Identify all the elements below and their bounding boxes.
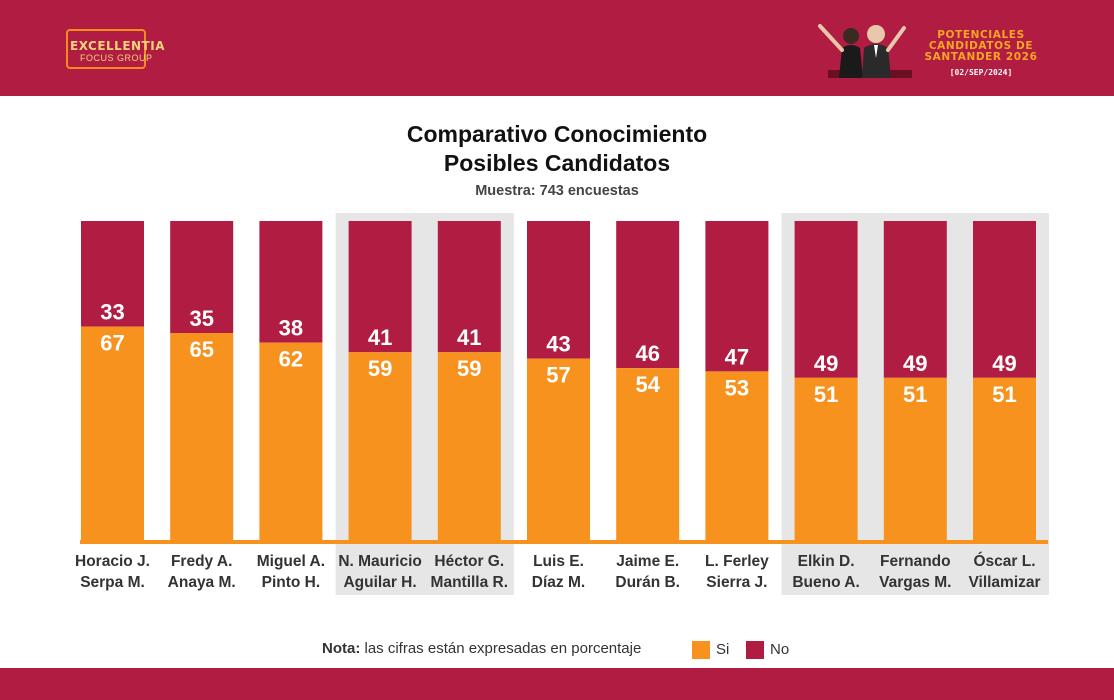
category-label: Villamizar bbox=[968, 574, 1040, 591]
bar-si bbox=[973, 377, 1036, 541]
bar-si bbox=[616, 368, 680, 541]
data-label-si: 65 bbox=[189, 337, 213, 362]
category-label: Óscar L. bbox=[973, 552, 1035, 570]
excellentia-logo: EXCELLENTIA FOCUS GROUP bbox=[66, 29, 165, 73]
badge-title-line: POTENCIALES bbox=[937, 29, 1025, 41]
data-label-no: 49 bbox=[903, 351, 927, 376]
bar-no bbox=[170, 221, 234, 333]
category-label: Luis E. bbox=[533, 553, 584, 570]
badge-title: POTENCIALES CANDIDATOS DE SANTANDER 2026 bbox=[908, 30, 1054, 63]
note-body: las cifras están expresadas en porcentaj… bbox=[364, 640, 642, 657]
category-label: N. Mauricio bbox=[338, 553, 422, 570]
data-label-no: 33 bbox=[100, 300, 124, 325]
data-label-no: 35 bbox=[189, 306, 213, 331]
bar-no bbox=[794, 221, 858, 378]
bar-si bbox=[794, 377, 858, 541]
legend-label-si: Si bbox=[716, 641, 730, 658]
category-label: Héctor G. bbox=[434, 553, 504, 570]
bar-si bbox=[348, 352, 412, 541]
category-label: Bueno A. bbox=[792, 574, 859, 591]
category-label: L. Ferley bbox=[705, 553, 769, 570]
category-label: Jaime E. bbox=[616, 553, 679, 570]
category-label: Fernando bbox=[880, 553, 951, 570]
bar-no bbox=[527, 221, 590, 359]
category-label: Vargas M. bbox=[879, 574, 951, 591]
data-label-no: 38 bbox=[279, 316, 303, 341]
stacked-bar-chart: 33 67 Horacio J. Serpa M. 35 65 Fredy A. Anaya … bbox=[75, 213, 1049, 595]
bar-si bbox=[81, 326, 144, 541]
chart-note: Nota: las cifras están expresadas en por… bbox=[0, 640, 1114, 662]
campaign-badge: POTENCIALES CANDIDATOS DE SANTANDER 2026… bbox=[806, 18, 1056, 80]
data-label-si: 57 bbox=[546, 363, 570, 388]
category-label: Mantilla R. bbox=[431, 574, 509, 591]
note-label: Nota: bbox=[322, 640, 361, 657]
legend-swatch-no bbox=[746, 641, 764, 659]
category-label: Anaya M. bbox=[168, 574, 236, 591]
data-label-no: 46 bbox=[635, 341, 659, 366]
category-label: Serpa M. bbox=[80, 574, 145, 591]
bar-no bbox=[705, 221, 769, 372]
bar-si bbox=[705, 371, 769, 541]
data-label-si: 62 bbox=[279, 347, 303, 372]
bar-no bbox=[348, 221, 412, 353]
logo-subtitle: FOCUS GROUP bbox=[80, 53, 153, 63]
category-label: Díaz M. bbox=[532, 574, 585, 591]
data-label-no: 43 bbox=[546, 332, 570, 357]
data-label-no: 41 bbox=[368, 325, 392, 350]
data-label-si: 51 bbox=[992, 382, 1016, 407]
data-label-no: 49 bbox=[814, 351, 838, 376]
category-label: Miguel A. bbox=[257, 553, 325, 570]
badge-title-line: SANTANDER 2026 bbox=[924, 51, 1038, 63]
chart-title-line: Posibles Candidatos bbox=[443, 150, 671, 176]
category-label: Pinto H. bbox=[262, 574, 321, 591]
category-label: Fredy A. bbox=[171, 553, 232, 570]
category-label: Durán B. bbox=[615, 574, 680, 591]
category-label: Sierra J. bbox=[706, 574, 767, 591]
data-label-si: 59 bbox=[368, 356, 392, 381]
data-label-si: 51 bbox=[814, 382, 838, 407]
badge-date: [02/SEP/2024] bbox=[949, 68, 1013, 77]
logo-speech-bubble-icon bbox=[66, 29, 146, 69]
data-label-no: 41 bbox=[457, 325, 481, 350]
data-label-si: 53 bbox=[725, 375, 749, 400]
bar-no bbox=[81, 221, 144, 327]
bar-no bbox=[259, 221, 323, 343]
bar-si bbox=[883, 377, 947, 541]
note-text: Nota: las cifras están expresadas en por… bbox=[322, 640, 641, 657]
bar-si bbox=[437, 352, 501, 541]
legend-swatch-si bbox=[692, 641, 710, 659]
data-label-si: 67 bbox=[100, 331, 124, 356]
header-band bbox=[0, 0, 1114, 96]
category-label: Aguilar H. bbox=[343, 574, 416, 591]
logo-name: EXCELLENTIA bbox=[70, 39, 165, 53]
category-label: Elkin D. bbox=[798, 553, 855, 570]
badge-title-line: CANDIDATOS DE bbox=[928, 40, 1034, 52]
bar-no bbox=[437, 221, 501, 353]
footer-band bbox=[0, 668, 1114, 700]
bar-si bbox=[170, 333, 234, 541]
bar-no bbox=[616, 221, 680, 369]
chart-title: Comparativo Conocimiento Posibles Candid… bbox=[0, 120, 1114, 178]
bar-si bbox=[527, 358, 590, 541]
data-label-si: 51 bbox=[903, 382, 927, 407]
chart-subtitle: Muestra: 743 encuestas bbox=[475, 183, 639, 199]
bar-si bbox=[259, 342, 323, 541]
bar-no bbox=[883, 221, 947, 378]
chart-title-line: Comparativo Conocimiento bbox=[406, 121, 708, 147]
data-label-no: 47 bbox=[725, 344, 749, 369]
data-label-si: 54 bbox=[635, 372, 660, 397]
data-label-si: 59 bbox=[457, 356, 481, 381]
category-label: Horacio J. bbox=[75, 553, 150, 570]
bar-no bbox=[973, 221, 1036, 378]
legend-label-no: No bbox=[770, 641, 790, 658]
x-axis-baseline bbox=[80, 540, 1048, 544]
candidates-photo-icon bbox=[818, 24, 912, 78]
data-label-no: 49 bbox=[992, 351, 1016, 376]
